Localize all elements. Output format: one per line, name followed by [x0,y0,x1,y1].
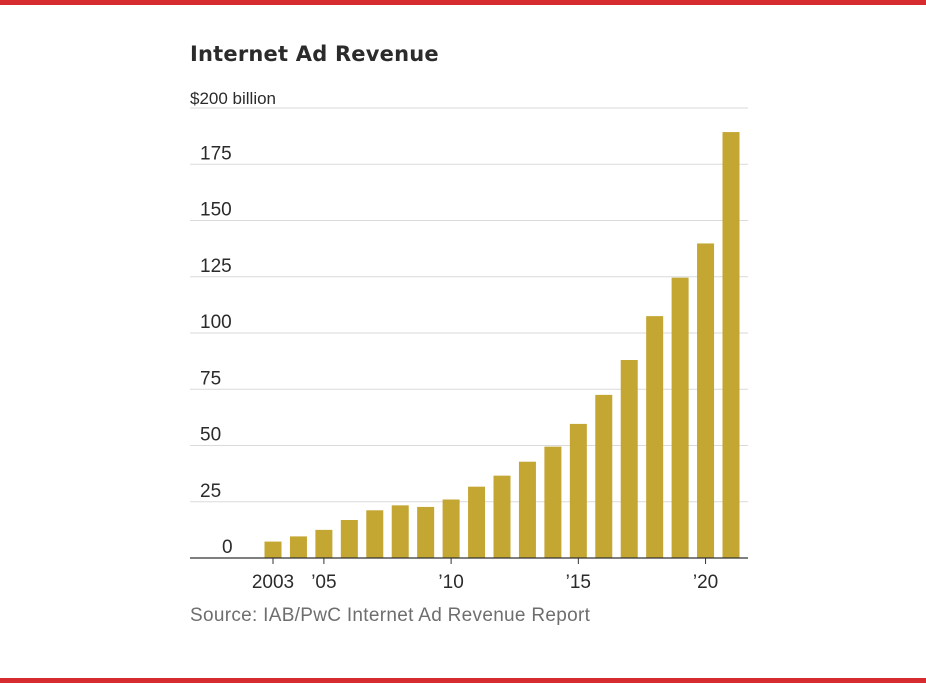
bar-2003 [264,541,282,558]
top-accent-rule [0,0,926,5]
bar-2011 [468,486,486,558]
bar-2019 [671,277,689,558]
x-tick-label: ’05 [311,572,336,593]
x-tick-label: ’15 [566,572,591,593]
y-tick-label: 100 [200,312,232,333]
y-tick-label: 150 [200,200,232,221]
source-note: Source: IAB/PwC Internet Ad Revenue Repo… [190,605,591,626]
bar-2018 [646,316,664,559]
bar-2012 [493,475,511,558]
y-tick-label: 175 [200,143,232,164]
bar-2004 [289,536,307,558]
gridlines [190,107,748,503]
x-tick-label: ’20 [693,572,718,593]
y-axis-unit-label: $200 billion [190,89,276,108]
bar-2017 [620,360,638,558]
bar-2010 [442,499,460,558]
bar-2020 [697,243,715,558]
y-tick-label: 25 [200,481,221,502]
y-tick-label: 125 [200,256,232,277]
bar-2008 [391,505,409,558]
x-axis-tick-labels: 2003 ’05 ’10 ’15 ’20 [252,572,718,593]
x-tick-label: ’10 [438,572,463,593]
bar-2007 [366,510,384,558]
bar-2006 [340,519,358,558]
bar-2016 [595,394,613,559]
x-axis [190,557,748,564]
bar-2013 [518,461,536,558]
bars [264,132,740,559]
chart-title: Internet Ad Revenue [190,42,439,66]
bar-2014 [544,446,562,559]
x-tick-label: 2003 [252,572,294,593]
bottom-accent-rule [0,678,926,683]
bar-2009 [417,506,435,558]
y-tick-label: 75 [200,368,221,389]
y-axis-tick-labels: $200 billion 0 25 50 75 100 125 150 175 [190,89,276,558]
bar-2005 [315,529,333,559]
bar-2015 [569,423,587,558]
y-tick-label: 0 [222,537,233,558]
y-tick-label: 50 [200,425,221,446]
bar-2021 [722,132,740,558]
